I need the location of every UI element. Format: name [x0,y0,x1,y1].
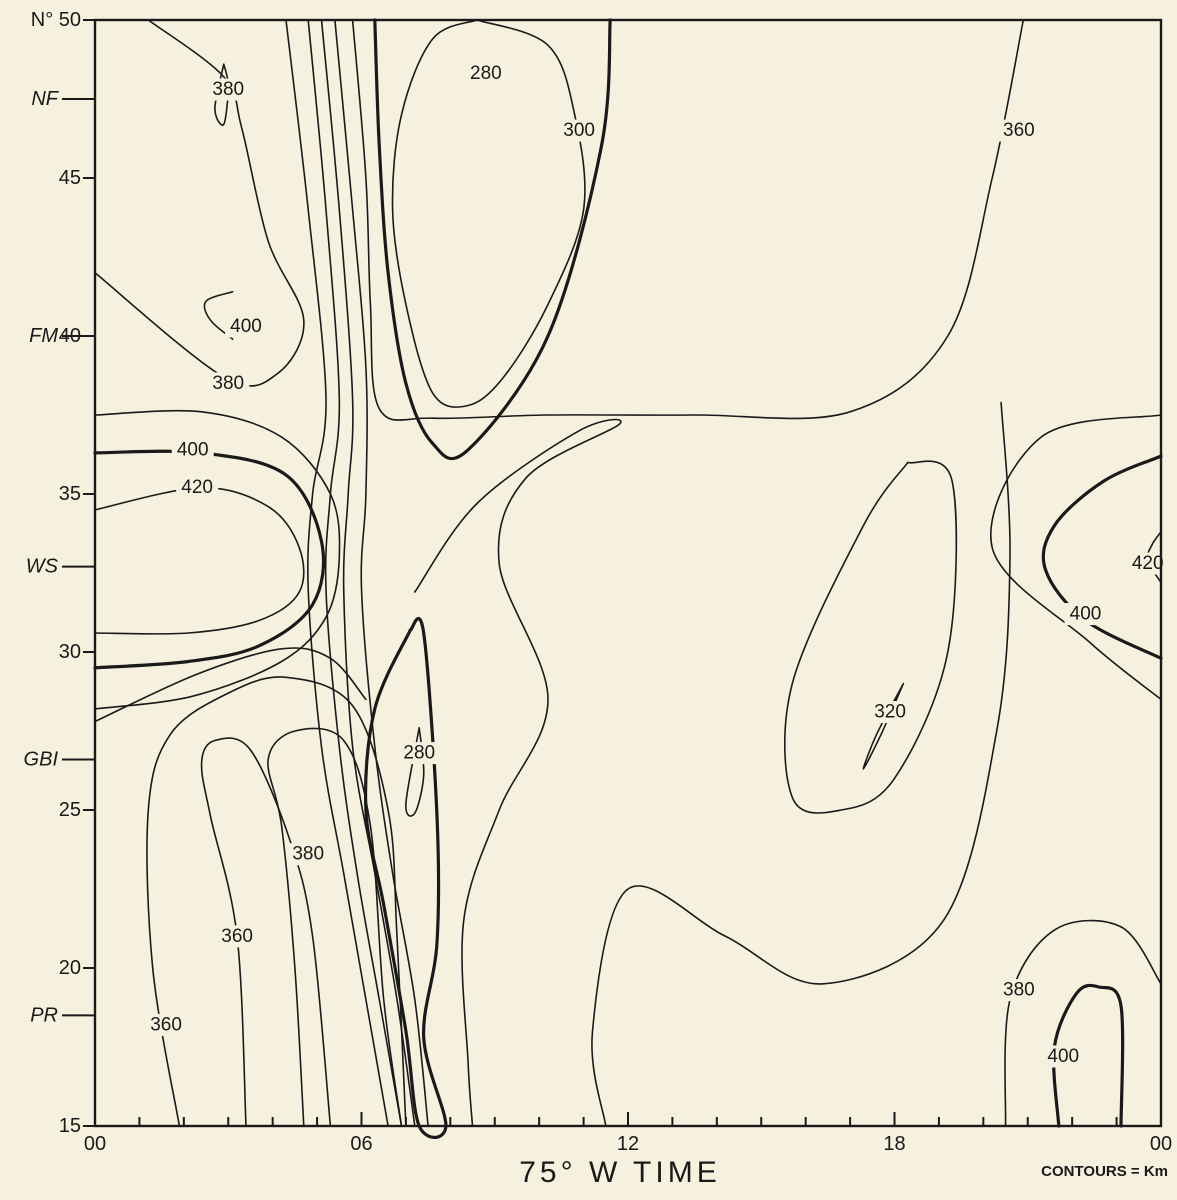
contour-label-400: 400 [225,315,268,338]
svg-text:320: 320 [874,702,906,723]
contour-line-380 [267,727,403,1127]
y-tick-label: 35 [59,483,81,505]
svg-text:380: 380 [212,79,244,100]
contour-label-360: 360 [997,119,1040,142]
contour-label-360: 360 [216,925,259,948]
x-tick-label: 12 [617,1133,639,1155]
station-label-pr: PR [30,1004,58,1026]
contour-line-280 [405,727,425,817]
y-tick-label: 20 [59,957,81,979]
contour-label-400: 400 [1042,1045,1085,1068]
contour-line-340 [334,19,429,1127]
y-tick-label: 45 [59,167,81,189]
station-label-fm: FM [29,325,58,347]
contour-label-280: 280 [398,742,441,765]
contour-label-400: 400 [1064,603,1107,626]
contour-label-400: 400 [171,438,214,461]
y-tick-label: 30 [59,641,81,663]
contour-line-360 [146,676,407,1127]
svg-text:380: 380 [212,373,244,394]
svg-text:400: 400 [177,439,209,460]
contours-units-note: CONTOURS = Km [1041,1163,1168,1180]
contour-line-340 [783,460,958,814]
x-tick-label: 00 [84,1133,106,1155]
svg-text:380: 380 [292,844,324,865]
contour-label-380: 380 [287,843,330,866]
contour-line-380 [1004,919,1162,1127]
contour-label-380: 380 [997,979,1040,1002]
contour-line-320 [414,418,622,1127]
contour-line-300 [373,18,612,461]
contour-lines [93,18,1163,1140]
contour-label-420: 420 [176,476,219,499]
contour-line-280 [391,19,586,408]
contour-line-380 [307,19,403,1127]
contour-line-360 [320,19,416,1127]
contour-line-400 [203,291,234,340]
y-tick-label: 25 [59,799,81,821]
contour-line-400 [1041,454,1163,660]
station-label-gbi: GBI [24,748,59,770]
svg-text:280: 280 [470,63,502,84]
svg-text:360: 360 [221,926,253,947]
contour-label-420: 420 [1126,552,1169,575]
station-label-nf: NF [31,88,59,110]
contour-line-380 [94,409,341,710]
contour-line-420 [94,486,305,635]
svg-text:420: 420 [181,477,213,498]
svg-text:400: 400 [1070,604,1102,625]
contour-label-300: 300 [558,119,601,142]
contour-label-360: 360 [145,1013,188,1036]
contour-line-380 [94,647,367,723]
contour-line-360 [591,401,1011,1127]
svg-text:280: 280 [403,743,435,764]
x-tick-label: 06 [350,1133,372,1155]
contour-line-400 [285,19,389,1127]
svg-text:360: 360 [150,1014,182,1035]
svg-text:380: 380 [1003,980,1035,1001]
contour-line-320 [862,682,905,770]
contour-label-280: 280 [464,62,507,85]
contour-label-380: 380 [207,78,250,101]
svg-text:400: 400 [1047,1046,1079,1067]
contour-line-380 [990,414,1162,701]
svg-text:360: 360 [1003,120,1035,141]
y-tick-label: 15 [59,1115,81,1137]
station-label-ws: WS [26,556,59,578]
y-tick-label: N° 50 [31,9,81,31]
x-tick-label: 18 [883,1133,905,1155]
contour-label-320: 320 [869,701,912,724]
contour-label-380: 380 [207,372,250,395]
svg-text:400: 400 [230,316,262,337]
x-axis-title: 75° W TIME [519,1156,720,1189]
svg-text:420: 420 [1132,553,1164,574]
contour-line-320 [351,19,1025,421]
x-tick-label: 00 [1150,1133,1172,1155]
contour-labels: 380 280 300 360 400 380 400 420 420 400 320 280 380 3… [145,62,1169,1068]
svg-text:300: 300 [563,120,595,141]
contour-line-380 [94,19,305,387]
